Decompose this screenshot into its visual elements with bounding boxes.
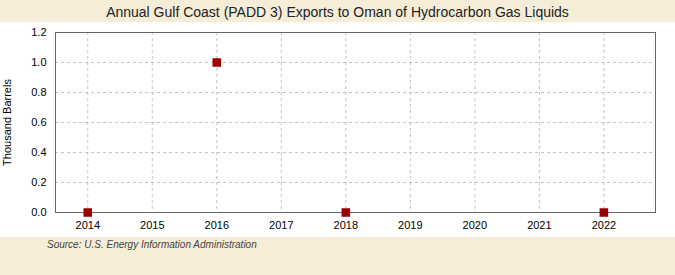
svg-text:0.4: 0.4: [31, 146, 46, 158]
svg-text:0.2: 0.2: [31, 176, 46, 188]
svg-text:0.0: 0.0: [31, 206, 46, 218]
svg-text:1.2: 1.2: [31, 26, 46, 38]
svg-text:2015: 2015: [140, 219, 164, 231]
svg-text:0.8: 0.8: [31, 86, 46, 98]
svg-text:0.6: 0.6: [31, 116, 46, 128]
svg-text:2017: 2017: [269, 219, 293, 231]
svg-text:Thousand Barrels: Thousand Barrels: [1, 79, 13, 166]
svg-text:1.0: 1.0: [31, 56, 46, 68]
svg-text:2014: 2014: [76, 219, 100, 231]
svg-text:2019: 2019: [398, 219, 422, 231]
svg-text:2020: 2020: [463, 219, 487, 231]
svg-text:2016: 2016: [205, 219, 229, 231]
svg-text:2021: 2021: [527, 219, 551, 231]
svg-text:2018: 2018: [334, 219, 358, 231]
svg-text:2022: 2022: [592, 219, 616, 231]
html-text:Annual Gulf Coast (PADD 3) Exp: Annual Gulf Coast (PADD 3) Exports to Om…: [106, 4, 569, 20]
html-text:Source: U.S. Energy Informatio: Source: U.S. Energy Information Administ…: [47, 239, 257, 250]
